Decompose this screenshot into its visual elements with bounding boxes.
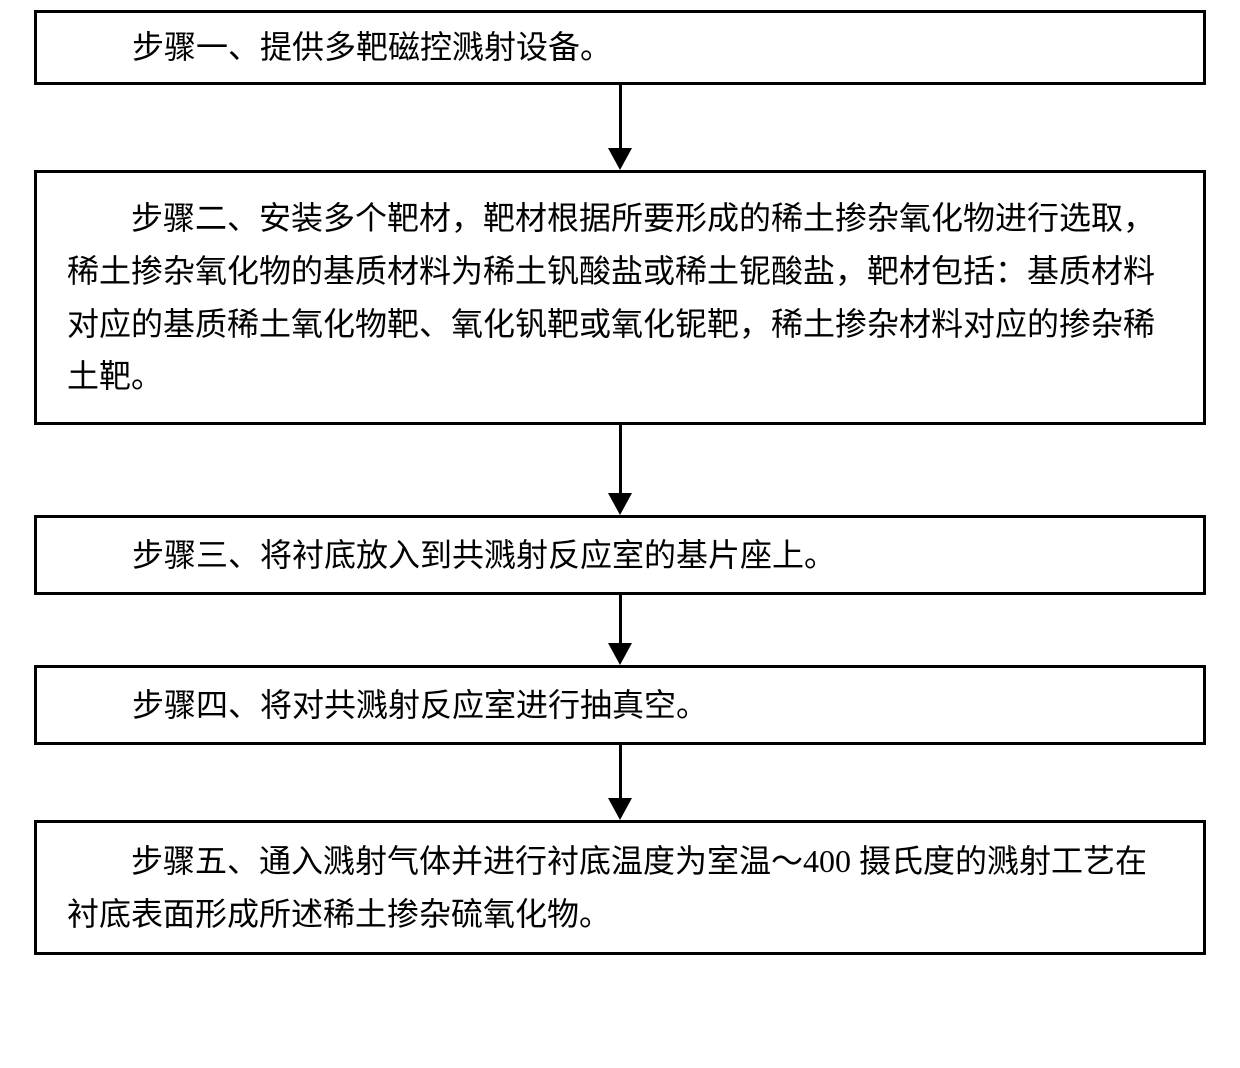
flowchart-step-1: 步骤一、提供多靶磁控溅射设备。 [34,10,1206,85]
flowchart-arrow-1 [608,85,632,170]
flowchart-step-3: 步骤三、将衬底放入到共溅射反应室的基片座上。 [34,515,1206,595]
arrow-line [619,85,622,149]
arrow-line [619,425,622,494]
flowchart-step-5: 步骤五、通入溅射气体并进行衬底温度为室温～400 摄氏度的溅射工艺在衬底表面形成… [34,820,1206,955]
flowchart-arrow-3 [608,595,632,665]
flowchart-arrow-4 [608,745,632,820]
step-1-text: 步骤一、提供多靶磁控溅射设备。 [132,21,1183,74]
arrow-head-icon [608,643,632,665]
step-3-text: 步骤三、将衬底放入到共溅射反应室的基片座上。 [132,529,1183,582]
flowchart-arrow-2 [608,425,632,515]
arrow-line [619,745,622,799]
arrow-head-icon [608,798,632,820]
arrow-line [619,595,622,644]
flowchart-step-2: 步骤二、安装多个靶材，靶材根据所要形成的稀土掺杂氧化物进行选取，稀土掺杂氧化物的… [34,170,1206,425]
step-5-text: 步骤五、通入溅射气体并进行衬底温度为室温～400 摄氏度的溅射工艺在衬底表面形成… [67,835,1178,941]
flowchart-container: 步骤一、提供多靶磁控溅射设备。 步骤二、安装多个靶材，靶材根据所要形成的稀土掺杂… [34,10,1206,955]
step-4-text: 步骤四、将对共溅射反应室进行抽真空。 [132,679,1183,732]
step-2-text: 步骤二、安装多个靶材，靶材根据所要形成的稀土掺杂氧化物进行选取，稀土掺杂氧化物的… [67,192,1178,403]
arrow-head-icon [608,493,632,515]
arrow-head-icon [608,148,632,170]
flowchart-step-4: 步骤四、将对共溅射反应室进行抽真空。 [34,665,1206,745]
